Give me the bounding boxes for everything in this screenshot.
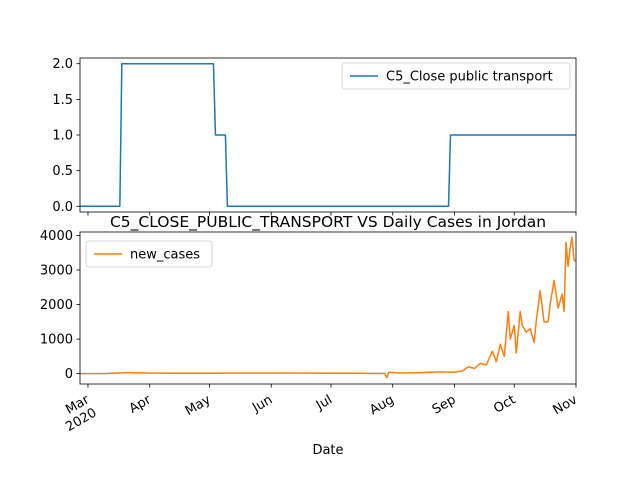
top-plot: 0.0 0.5 1.0 1.5 2.0 C5_Close public transpor…	[52, 57, 577, 216]
top-plot-series	[80, 62, 576, 208]
bottom-plot-y-axis: 0 1000 2000 3000 4000	[40, 229, 80, 382]
bottom-x-tick-label: May	[183, 392, 214, 419]
top-y-tick-label: 1.0	[52, 129, 73, 144]
bottom-plot-title: C5_CLOSE_PUBLIC_TRANSPORT VS Daily Cases…	[110, 213, 546, 232]
top-y-tick-label: 0.5	[52, 164, 73, 179]
bottom-y-tick-label: 4000	[40, 229, 73, 244]
top-y-tick-label: 0.0	[52, 200, 73, 215]
bottom-x-tick-label: Jun	[249, 392, 275, 416]
bottom-legend-label: new_cases	[130, 248, 200, 263]
bottom-x-tick-label: Aug	[367, 392, 396, 418]
bottom-series-line	[79, 236, 577, 379]
bottom-x-tick-label: Oct	[491, 392, 518, 416]
bottom-plot-series	[79, 236, 577, 379]
bottom-y-tick-label: 1000	[40, 333, 73, 348]
bottom-plot-legend: new_cases	[85, 240, 213, 268]
bottom-plot-x-axis: Mar2020 Apr May Jun Jul Aug Sep Oct Nov	[56, 384, 581, 435]
bottom-plot-frame	[79, 231, 577, 385]
top-y-tick-label: 2.0	[52, 57, 73, 72]
bottom-plot: C5_CLOSE_PUBLIC_TRANSPORT VS Daily Cases…	[40, 213, 580, 458]
bottom-y-tick-label: 0	[65, 367, 73, 382]
bottom-x-tick-label: Mar2020	[56, 392, 100, 435]
bottom-x-tick-label: Nov	[551, 392, 581, 418]
top-plot-legend: C5_Close public transport	[341, 62, 571, 90]
top-series-line	[80, 62, 576, 208]
top-y-tick-label: 1.5	[52, 93, 73, 108]
bottom-y-tick-label: 3000	[40, 264, 73, 279]
bottom-legend-box	[85, 240, 213, 268]
bottom-y-tick-label: 2000	[40, 298, 73, 313]
bottom-x-tick-label: Sep	[430, 392, 459, 417]
top-plot-x-axis	[87, 212, 577, 216]
x-axis-label: Date	[312, 443, 343, 458]
top-legend-box	[341, 62, 571, 90]
bottom-x-tick-label: Apr	[127, 392, 155, 417]
bottom-x-tick-label: Jul	[313, 392, 335, 413]
top-legend-label: C5_Close public transport	[386, 70, 553, 85]
top-plot-y-axis: 0.0 0.5 1.0 1.5 2.0	[52, 57, 80, 215]
